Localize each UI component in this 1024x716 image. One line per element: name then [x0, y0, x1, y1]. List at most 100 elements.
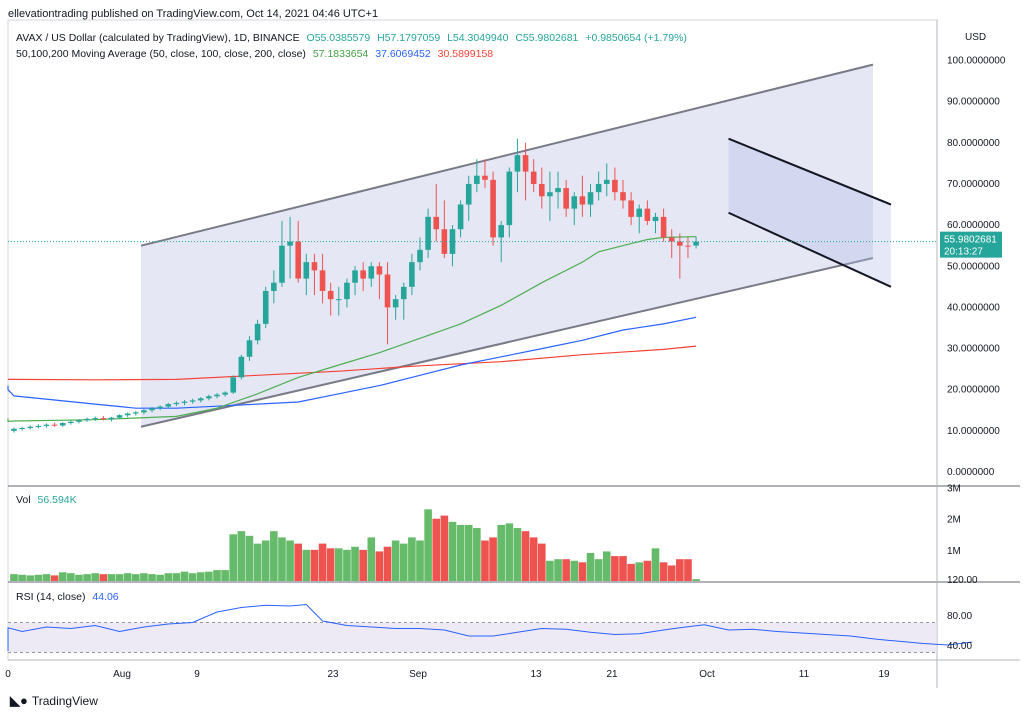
candle[interactable] [409, 262, 415, 287]
volume-bar[interactable] [99, 574, 108, 581]
candle[interactable] [35, 425, 42, 427]
volume-bar[interactable] [140, 573, 148, 581]
volume-bar[interactable] [156, 574, 164, 581]
volume-bar[interactable] [83, 574, 91, 581]
candle[interactable] [246, 340, 253, 357]
candle[interactable] [514, 155, 521, 172]
candle[interactable] [51, 424, 58, 426]
volume-bar[interactable] [578, 562, 587, 581]
rising-channel-upper-line[interactable] [140, 63, 874, 247]
candle[interactable] [547, 192, 553, 197]
ma200-line[interactable] [8, 345, 697, 381]
volume-bar[interactable] [659, 562, 668, 581]
volume-bar[interactable] [245, 535, 254, 581]
candle[interactable] [133, 412, 139, 414]
candle[interactable] [457, 204, 464, 230]
volume-bar[interactable] [594, 559, 603, 581]
candle[interactable] [400, 286, 407, 300]
volume-bar[interactable] [26, 575, 35, 581]
candle[interactable] [579, 196, 586, 205]
volume-bar[interactable] [148, 574, 156, 581]
candle[interactable] [76, 420, 82, 422]
candle[interactable] [595, 183, 602, 193]
candle[interactable] [417, 249, 423, 263]
candle[interactable] [474, 175, 480, 184]
volume-bar[interactable] [18, 574, 26, 581]
volume-bar[interactable] [375, 551, 384, 581]
volume-bar[interactable] [42, 574, 51, 581]
candle[interactable] [482, 175, 488, 180]
volume-bar[interactable] [676, 559, 684, 581]
candle[interactable] [100, 418, 107, 420]
volume-bar[interactable] [270, 531, 278, 581]
candle[interactable] [287, 241, 293, 246]
volume-bar[interactable] [50, 575, 59, 581]
candle[interactable] [311, 262, 318, 271]
volume-bar[interactable] [383, 546, 392, 581]
falling-channel-lower-line[interactable] [728, 211, 892, 288]
volume-bar[interactable] [196, 572, 205, 581]
candle[interactable] [376, 266, 383, 275]
volume-bar[interactable] [399, 543, 408, 581]
volume-bar[interactable] [205, 571, 213, 581]
candle[interactable] [563, 188, 569, 209]
candle[interactable] [189, 400, 196, 402]
volume-bar[interactable] [132, 574, 140, 581]
candle[interactable] [425, 216, 431, 250]
volume-bar[interactable] [107, 574, 116, 581]
candle[interactable] [660, 216, 667, 238]
candle[interactable] [530, 171, 537, 184]
volume-bar[interactable] [602, 551, 611, 581]
volume-bar[interactable] [294, 543, 302, 581]
volume-bar[interactable] [497, 524, 505, 581]
candle[interactable] [498, 225, 504, 238]
candle[interactable] [84, 418, 90, 421]
candle[interactable] [141, 410, 147, 413]
falling-channel-upper-line[interactable] [728, 137, 892, 206]
volume-bar[interactable] [546, 560, 554, 581]
volume-bar[interactable] [310, 549, 319, 581]
volume-bar[interactable] [521, 531, 530, 581]
volume-bar[interactable] [464, 524, 473, 581]
candle[interactable] [214, 394, 220, 397]
volume-bar[interactable] [172, 573, 181, 581]
candle[interactable] [490, 179, 496, 238]
volume-bar[interactable] [643, 560, 652, 581]
volume-bar[interactable] [278, 537, 286, 581]
volume-bar[interactable] [10, 574, 18, 581]
candle[interactable] [652, 216, 659, 221]
candle[interactable] [43, 424, 50, 426]
volume-bar[interactable] [448, 521, 457, 581]
volume-bar[interactable] [408, 537, 416, 581]
ma50-line[interactable] [7, 236, 697, 423]
candle[interactable] [693, 241, 699, 246]
volume-bar[interactable] [554, 559, 562, 581]
candle[interactable] [19, 427, 25, 429]
volume-bar[interactable] [432, 518, 441, 581]
volume-bar[interactable] [58, 572, 67, 581]
candle[interactable] [181, 401, 188, 403]
volume-bar[interactable] [586, 552, 595, 581]
candle[interactable] [222, 392, 228, 395]
volume-bar[interactable] [619, 556, 627, 581]
candle[interactable] [539, 183, 545, 197]
volume-bar[interactable] [229, 534, 238, 581]
volume-bar[interactable] [351, 546, 359, 581]
volume-bar[interactable] [391, 540, 400, 581]
tradingview-logo[interactable]: ◣● TradingView [10, 693, 98, 709]
volume-bar[interactable] [261, 540, 270, 581]
candle[interactable] [441, 229, 448, 254]
volume-bar[interactable] [286, 540, 294, 581]
candle[interactable] [157, 406, 163, 409]
volume-bar[interactable] [75, 574, 83, 581]
volume-bar[interactable] [302, 549, 311, 581]
candle[interactable] [628, 200, 634, 217]
candle[interactable] [124, 413, 131, 416]
volume-bar[interactable] [326, 548, 335, 581]
volume-bar[interactable] [513, 528, 522, 581]
candle[interactable] [271, 282, 277, 291]
volume-bar[interactable] [570, 560, 579, 581]
candle[interactable] [149, 408, 155, 411]
volume-bar[interactable] [456, 524, 465, 581]
candle[interactable] [612, 179, 618, 193]
